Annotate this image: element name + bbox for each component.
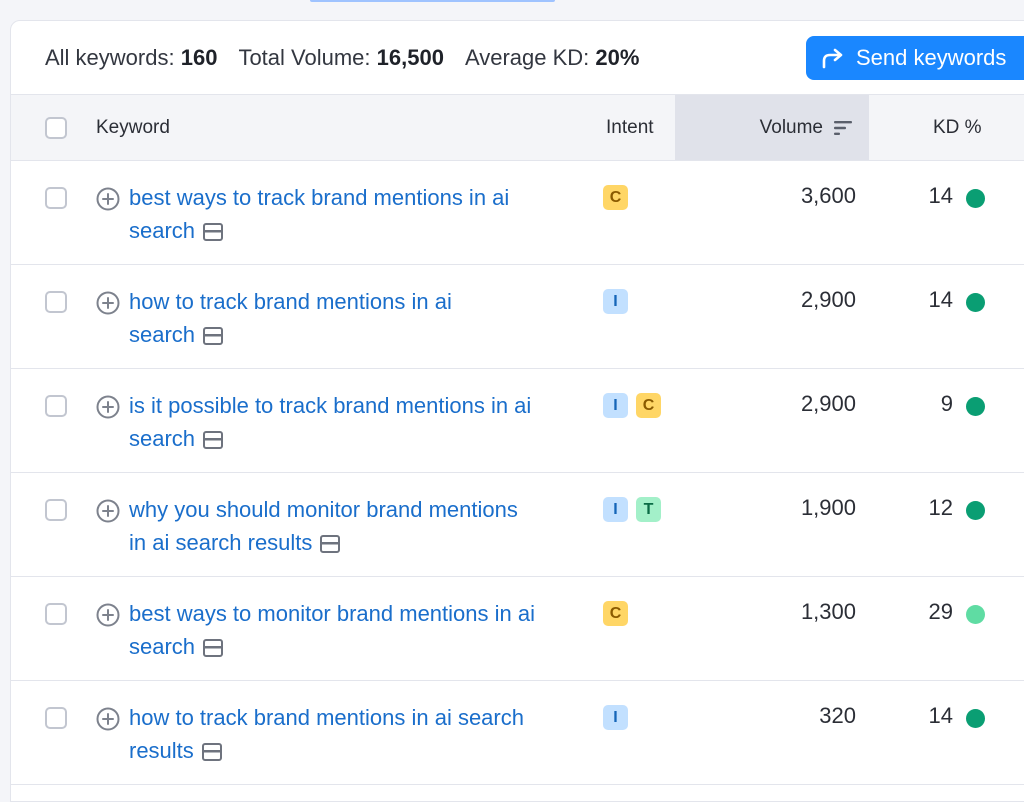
keywords-panel: All keywords: 160 Total Volume: 16,500 A… [10,20,1024,802]
volume-value: 2,900 [800,391,856,416]
keyword-text-line1: why you should monitor brand mentions [129,497,518,522]
total-volume-stat: Total Volume: 16,500 [238,44,444,70]
kd-difficulty-dot [966,605,985,624]
keyword-text-line1: best ways to monitor brand mentions in a… [129,601,535,626]
keyword-link[interactable]: best ways to track brand mentions in ai s… [129,181,589,247]
table-row: best ways to monitor brand mentions in a… [11,577,1024,681]
active-tab-indicator [310,0,555,2]
row-checkbox[interactable] [45,499,67,521]
kd-value: 29 [928,599,953,624]
average-kd-stat: Average KD: 20% [464,44,640,70]
volume-value: 1,900 [800,495,856,520]
intent-badges: I [603,705,636,730]
send-keywords-label: Send keywords [856,45,1007,70]
all-keywords-stat: All keywords: 160 [45,44,218,70]
serp-features-icon[interactable] [320,535,341,553]
keyword-text-line2: search [129,322,196,347]
kd-difficulty-dot [966,189,985,208]
keyword-link[interactable]: why you should monitor brand mentions in … [129,493,589,559]
kd-difficulty-dot [966,293,985,312]
row-checkbox[interactable] [45,187,67,209]
serp-features-icon[interactable] [201,743,222,761]
keyword-text-line1: how to track brand mentions in ai search [129,705,524,730]
keyword-text-line1: best ways to track brand mentions in ai [129,185,510,210]
select-all-checkbox[interactable] [45,117,67,139]
add-to-list-icon[interactable] [96,499,120,523]
keyword-text-line2: search [129,218,196,243]
kd-value: 9 [940,391,953,416]
add-to-list-icon[interactable] [96,707,120,731]
send-keywords-button[interactable]: Send keywords [806,36,1024,80]
intent-badge[interactable]: C [603,185,628,210]
intent-badge[interactable]: I [603,497,628,522]
serp-features-icon[interactable] [203,223,224,241]
table-row: best ways to track brand mentions in ai s… [11,161,1024,265]
keyword-link[interactable]: is it possible to track brand mentions i… [129,389,589,455]
table-row: how to track brand mentions in ai search… [11,681,1024,785]
intent-badge[interactable]: I [603,393,628,418]
sort-descending-icon [834,120,852,135]
intent-badges: C [603,601,636,626]
volume-value: 1,300 [800,599,856,624]
serp-features-icon[interactable] [203,639,224,657]
volume-value: 2,900 [800,287,856,312]
kd-value: 14 [928,287,953,312]
table-row: why you should monitor brand mentions in … [11,473,1024,577]
kd-value: 14 [928,703,953,728]
table-header: Keyword Intent Volume KD % [11,94,1024,161]
keyword-text-line2: search [129,426,196,451]
kd-value: 12 [928,495,953,520]
keyword-text-line2: in ai search results [129,530,313,555]
kd-difficulty-dot [966,501,985,520]
table-row: is it possible to track brand mentions i… [11,369,1024,473]
kd-difficulty-dot [966,397,985,416]
column-header-volume[interactable]: Volume [675,95,869,160]
row-checkbox[interactable] [45,603,67,625]
kd-value: 14 [928,183,953,208]
row-checkbox[interactable] [45,291,67,313]
intent-badges: I [603,289,636,314]
keyword-text-line1: is it possible to track brand mentions i… [129,393,532,418]
kd-difficulty-dot [966,709,985,728]
intent-badge[interactable]: C [603,601,628,626]
add-to-list-icon[interactable] [96,291,120,315]
serp-features-icon[interactable] [203,431,224,449]
keyword-text-line2: search [129,634,196,659]
add-to-list-icon[interactable] [96,395,120,419]
keyword-link[interactable]: how to track brand mentions in ai search… [129,701,589,767]
volume-value: 320 [819,703,856,728]
keyword-text-line1: how to track brand mentions in ai [129,289,452,314]
volume-value: 3,600 [800,183,856,208]
row-checkbox[interactable] [45,707,67,729]
add-to-list-icon[interactable] [96,603,120,627]
intent-badge[interactable]: C [636,393,661,418]
add-to-list-icon[interactable] [96,187,120,211]
intent-badge[interactable]: T [636,497,661,522]
serp-features-icon[interactable] [203,327,224,345]
intent-badges: C [603,185,636,210]
share-arrow-icon [822,48,843,69]
column-header-keyword[interactable]: Keyword [96,116,170,138]
column-header-kd[interactable]: KD % [933,116,982,138]
table-row: how to track brand mentions in ai search I… [11,265,1024,369]
keywords-summary: All keywords: 160 Total Volume: 16,500 A… [11,21,1024,94]
keyword-text-line2: results [129,738,194,763]
keyword-link[interactable]: how to track brand mentions in ai search [129,285,589,351]
intent-badge[interactable]: I [603,705,628,730]
keyword-link[interactable]: best ways to monitor brand mentions in a… [129,597,589,663]
column-header-intent[interactable]: Intent [606,116,654,138]
intent-badge[interactable]: I [603,289,628,314]
row-checkbox[interactable] [45,395,67,417]
